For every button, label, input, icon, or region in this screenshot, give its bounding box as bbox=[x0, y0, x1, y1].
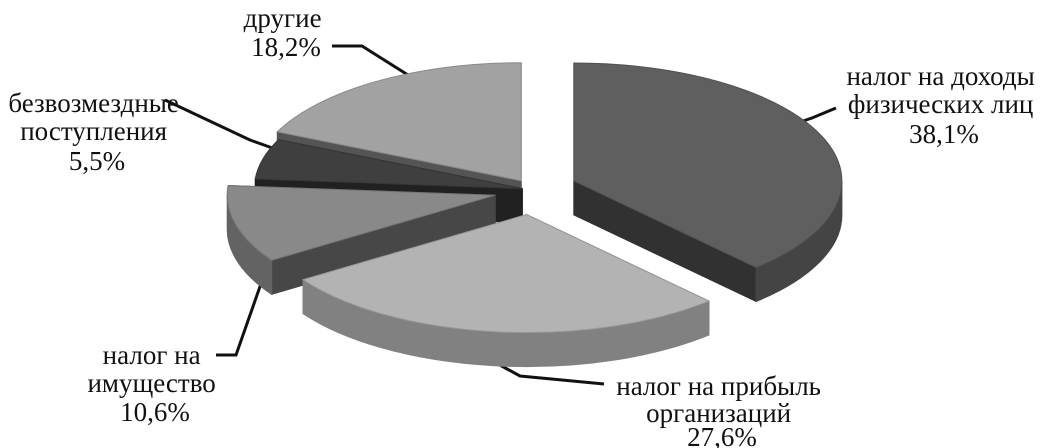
leader-drugie bbox=[332, 44, 417, 82]
slice-imushchestvo bbox=[226, 185, 496, 296]
slice-dohody bbox=[573, 62, 843, 303]
leader-imushchestvo bbox=[216, 257, 272, 357]
label-imushchestvo: налог на имущество 10,6% bbox=[87, 340, 222, 427]
label-pribyl: налог на прибыль организаций 27,6% bbox=[616, 371, 827, 448]
slice-pribyl bbox=[301, 213, 711, 368]
leader-bezvozmezdnye bbox=[164, 98, 279, 152]
pie-slices bbox=[226, 62, 843, 368]
label-drugie: другие 18,2% bbox=[244, 3, 329, 62]
label-dohody: налог на доходы физических лиц 38,1% bbox=[846, 61, 1041, 149]
label-bezvozmezdnye: безвозмездные поступления 5,5% bbox=[8, 88, 185, 176]
